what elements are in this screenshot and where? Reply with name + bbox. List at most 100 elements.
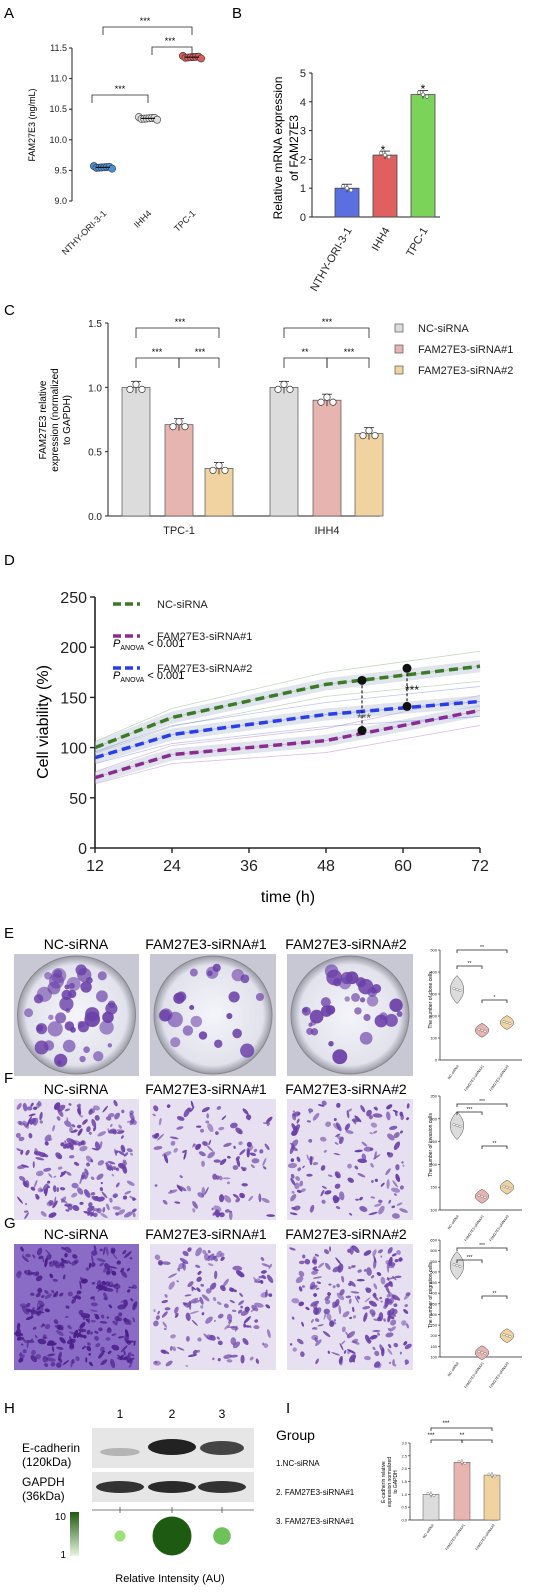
g-img-si1-cell-27	[266, 1274, 274, 1284]
g-img-nc-cell-200	[95, 1284, 103, 1290]
e-img-si2-colony-14	[396, 1011, 403, 1017]
g-img-si2-cell-142	[347, 1349, 356, 1354]
f-img-si1-cell-103	[239, 1149, 246, 1156]
e-img-nc-colony-11	[54, 1053, 68, 1067]
g-img-nc-cell-75	[87, 1342, 91, 1346]
f-img-nc-cell-97	[73, 1129, 78, 1133]
g-img-si2-cell-108	[301, 1321, 304, 1327]
panel-c-bar-1-1	[312, 399, 342, 517]
g-img-si2-cell-162	[302, 1254, 306, 1259]
g-img-si2-cell-116	[339, 1289, 345, 1296]
panel-a-ytick-label-0: 9.0	[54, 196, 67, 206]
f-img-si2-cell-53	[400, 1115, 405, 1121]
g-img-si2-cell-176	[315, 1358, 319, 1365]
panel-g-point-2-1	[505, 1334, 509, 1338]
e-img-nc-colony-13	[83, 1046, 90, 1054]
f-img-si2-cell-135	[291, 1146, 298, 1152]
panel-e-ytick-label-3: 300	[430, 992, 437, 997]
panel-g-ytick-label-6: 400	[430, 1291, 437, 1296]
g-img-si2-cell-7	[389, 1326, 396, 1332]
f-title-si2: FAM27E3-siRNA#2	[285, 1081, 407, 1097]
panel-d-xtick-label-3: 48	[317, 858, 335, 875]
panel-c-sig-ihh-top: ***	[322, 317, 333, 327]
g-img-si2-cell-90	[339, 1342, 344, 1351]
g-img-nc-cell-229	[56, 1324, 62, 1330]
g-img-si1-cell-6	[268, 1263, 272, 1269]
g-img-nc-cell-111	[22, 1349, 27, 1354]
panel-c-point-2-0-2	[221, 466, 229, 474]
g-img-nc-cell-230	[56, 1362, 62, 1368]
f-img-nc-cell-96	[112, 1129, 117, 1135]
g-img-nc-cell-106	[121, 1270, 128, 1278]
g-img-si1-cell-19	[212, 1296, 217, 1302]
f-img-si2-cell-12	[394, 1193, 397, 1196]
g-img-si1-cell-24	[196, 1287, 201, 1293]
panel-a-xtick-2: TPC-1	[172, 208, 197, 233]
g-img-nc-cell-22	[51, 1346, 55, 1353]
f-img-nc-cell-151	[93, 1196, 99, 1200]
g-img-nc-cell-126	[31, 1338, 33, 1341]
g-img-si2-cell-155	[291, 1298, 300, 1304]
e-img-nc-colony-14	[24, 1008, 34, 1018]
panel-d-anova-1: PANOVA < 0.001	[113, 638, 184, 652]
g-img-si1-cell-120	[207, 1255, 211, 1259]
g-img-si2-cell-128	[365, 1287, 372, 1294]
g-img-si1-cell-126	[183, 1302, 188, 1306]
g-img-si2-cell-8	[338, 1305, 342, 1315]
g-img-si1-cell-96	[261, 1263, 270, 1267]
f-img-nc-cell-214	[64, 1204, 70, 1207]
g-img-nc-cell-1	[124, 1251, 132, 1259]
panel-a-point-0-7	[108, 164, 116, 173]
g-img-nc-cell-219	[64, 1253, 68, 1258]
e-img-si2-colony-31	[320, 1005, 333, 1017]
f-img-si2-cell-90	[335, 1206, 341, 1210]
f-img-nc-cell-201	[30, 1186, 36, 1191]
g-img-nc-cell-55	[88, 1262, 92, 1269]
f-img-si2-cell-71	[359, 1206, 368, 1212]
e-img-si1-colony-2	[190, 1015, 203, 1028]
g-img-si2-cell-133	[332, 1266, 341, 1273]
e-img-nc-colony-39	[64, 984, 70, 990]
panel-c-ylabel-2: expression (normalized	[50, 368, 61, 471]
f-img-si2-cell-110	[302, 1165, 305, 1169]
f-img-si2-cell-13	[373, 1130, 378, 1134]
panel-letter-i: I	[286, 1400, 290, 1417]
f-img-si2-cell-82	[312, 1112, 320, 1121]
g-img-si2-cell-189	[406, 1323, 409, 1329]
f-img-si2-cell-35	[319, 1136, 327, 1142]
g-img-si2-cell-135	[345, 1331, 350, 1338]
g-img-si2-cell-102	[350, 1291, 360, 1294]
g-img-si1-cell-28	[209, 1282, 217, 1290]
f-img-nc-cell-121	[17, 1120, 22, 1126]
g-img-si1-cell-134	[232, 1341, 241, 1349]
g-img-si1-cell-113	[172, 1346, 176, 1352]
g-img-nc-cell-227	[93, 1245, 97, 1252]
g-img-nc-cell-47	[102, 1246, 106, 1256]
g-img-nc-cell-185	[44, 1290, 49, 1295]
f-img-si2-cell-70	[406, 1117, 410, 1121]
g-img-nc-cell-192	[67, 1291, 73, 1297]
g-img-si2-cell-107	[305, 1306, 310, 1311]
panel-a-ytick-label-2: 10.0	[49, 135, 67, 145]
g-img-si2-cell-95	[357, 1269, 362, 1273]
panel-d-line-1	[94, 708, 481, 780]
f-img-nc-cell-216	[81, 1141, 85, 1145]
f-img-nc-cell-155	[68, 1155, 75, 1159]
f-img-si2-cell-62	[363, 1146, 373, 1152]
panel-c-point-0-0-2	[138, 385, 146, 393]
g-img-si2-cell-57	[377, 1332, 380, 1336]
g-img-si2-cell-88	[348, 1298, 352, 1304]
g-img-si1-cell-91	[201, 1312, 205, 1316]
g-img-si2-cell-25	[332, 1285, 336, 1289]
f-img-nc-cell-199	[60, 1142, 65, 1147]
g-img-si2-cell-45	[363, 1268, 367, 1272]
g-img-nc-cell-14	[90, 1319, 96, 1323]
h-lane-1: 1	[117, 1407, 124, 1421]
f-img-nc-cell-65	[112, 1193, 118, 1199]
f-img-nc-cell-4	[56, 1187, 59, 1193]
panel-d-ytick-label-1: 50	[69, 791, 87, 808]
panel-f-sig-1: ***	[467, 1107, 473, 1113]
g-img-si2-cell-169	[334, 1299, 340, 1307]
panel-c-ylabel-3: to GAPDH)	[62, 395, 73, 445]
panel-i-ytick-label-1: 0.5	[401, 1505, 407, 1510]
